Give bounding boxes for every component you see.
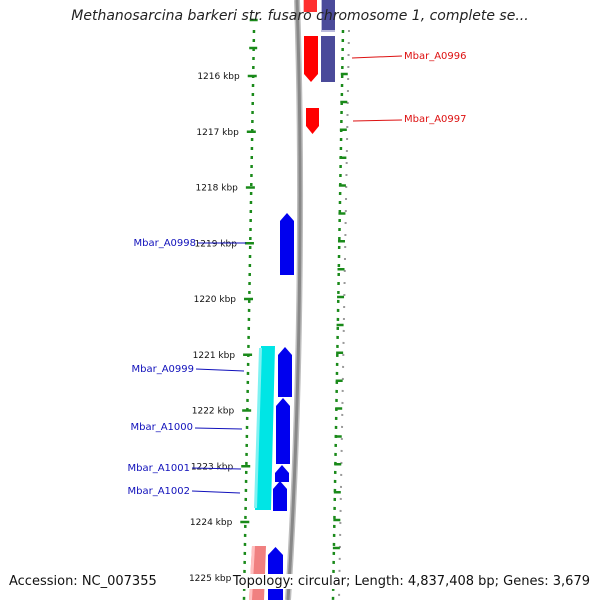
ruler-tick-label: 1219 kbp xyxy=(195,239,238,249)
gene-label-leader xyxy=(194,427,243,430)
accession-text: Accession: NC_007355 xyxy=(9,574,157,589)
gene-label[interactable]: Mbar_A1001 xyxy=(127,463,190,474)
ruler-tick-label: 1223 kbp xyxy=(191,462,234,472)
gene-label-leader xyxy=(191,467,242,470)
ruler-tick-label: 1217 kbp xyxy=(196,128,239,138)
gene-label[interactable]: Mbar_A0998 xyxy=(133,238,196,249)
gene-Mbar_A1000[interactable] xyxy=(276,398,290,464)
topology-text: Topology: circular; Length: 4,837,408 bp… xyxy=(230,574,590,589)
gene-label[interactable]: Mbar_A1000 xyxy=(130,422,193,433)
gene-Mbar_A0997[interactable] xyxy=(306,108,319,134)
gene-Mbar_A0996[interactable] xyxy=(304,36,318,82)
gene-Mbar_A0998[interactable] xyxy=(280,213,294,275)
chromosome-title: Methanosarcina barkeri str. fusaro chrom… xyxy=(71,8,529,24)
gene-Mbar_A1002[interactable] xyxy=(273,481,287,511)
gene-label[interactable]: Mbar_A0997 xyxy=(404,114,467,125)
gene-label[interactable]: Mbar_A1002 xyxy=(127,486,190,497)
gene-Mbar_A0999[interactable] xyxy=(278,347,292,397)
ruler-dotted-line-right xyxy=(331,29,345,601)
gene-feature-purple[interactable] xyxy=(321,36,335,82)
ruler-tick-label: 1225 kbp xyxy=(189,574,232,584)
gene-feature-purple[interactable] xyxy=(322,0,335,30)
gene-label-leader xyxy=(352,119,403,122)
gene-Mbar_A1001[interactable] xyxy=(275,465,289,482)
cyan-feature-edge xyxy=(254,348,262,508)
gene-feature-top[interactable] xyxy=(304,0,317,12)
track-guide-line xyxy=(338,29,350,601)
ruler-tick-label: 1218 kbp xyxy=(195,184,238,194)
ruler-tick-label: 1220 kbp xyxy=(194,295,237,305)
ruler-tick-label: 1221 kbp xyxy=(193,351,236,361)
gene-label[interactable]: Mbar_A0996 xyxy=(404,51,467,62)
gene-label-leader xyxy=(191,490,241,494)
ruler-tick-label: 1216 kbp xyxy=(197,72,240,82)
chromosome-backbone xyxy=(286,0,302,601)
ruler-tick-label: 1222 kbp xyxy=(192,407,235,417)
gene-label[interactable]: Mbar_A0999 xyxy=(131,364,194,375)
gene-label-leader xyxy=(351,55,403,59)
gene-label-leader xyxy=(195,368,245,372)
gene-gap[interactable] xyxy=(304,12,317,32)
ruler-dotted-line-left xyxy=(242,29,256,601)
ruler-tick-label: 1224 kbp xyxy=(190,518,233,528)
